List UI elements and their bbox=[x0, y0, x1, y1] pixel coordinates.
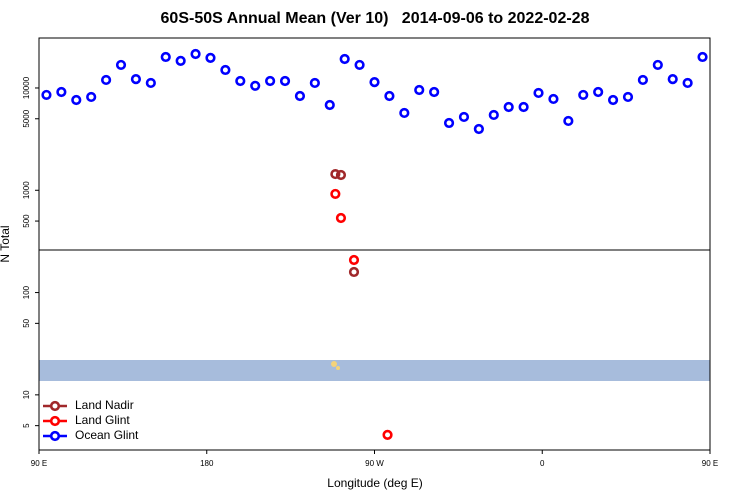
y-tick-label: 1000 bbox=[22, 181, 31, 199]
point bbox=[145, 77, 156, 89]
point bbox=[503, 101, 514, 113]
point bbox=[175, 55, 186, 66]
point bbox=[518, 101, 529, 113]
point bbox=[369, 77, 380, 88]
legend-label: Land Glint bbox=[75, 413, 130, 427]
point bbox=[330, 188, 341, 200]
point bbox=[335, 169, 347, 181]
x-tick-label: 90 E bbox=[702, 459, 718, 468]
point bbox=[384, 90, 395, 102]
x-tick-label: 90 E bbox=[31, 459, 47, 468]
y-tick-label: 50 bbox=[22, 318, 31, 327]
point bbox=[354, 59, 365, 71]
point bbox=[697, 51, 708, 63]
point bbox=[339, 53, 350, 65]
decoration bbox=[331, 361, 337, 367]
point bbox=[86, 91, 97, 103]
shaded-band bbox=[39, 360, 710, 381]
legend-marker bbox=[49, 400, 61, 412]
y-tick-label: 10 bbox=[22, 390, 31, 399]
point bbox=[563, 115, 574, 127]
point bbox=[190, 48, 201, 60]
point bbox=[637, 74, 649, 86]
point bbox=[473, 123, 484, 135]
point bbox=[622, 91, 634, 103]
point bbox=[414, 84, 425, 96]
point bbox=[160, 51, 171, 63]
point bbox=[488, 109, 499, 121]
point bbox=[330, 168, 341, 180]
point bbox=[309, 77, 320, 89]
point bbox=[548, 93, 559, 105]
y-tick-label: 5000 bbox=[22, 109, 31, 127]
point bbox=[533, 87, 544, 99]
point bbox=[578, 89, 589, 101]
point bbox=[115, 59, 127, 71]
y-tick-label: 10000 bbox=[22, 76, 31, 99]
point bbox=[335, 212, 347, 224]
point bbox=[399, 107, 410, 119]
x-tick-label: 90 W bbox=[365, 459, 384, 468]
legend-marker bbox=[49, 415, 61, 427]
point bbox=[220, 64, 231, 76]
point bbox=[205, 52, 216, 63]
chart-title: 60S-50S Annual Mean (Ver 10) 2014-09-06 … bbox=[161, 10, 590, 27]
x-axis-label: Longitude (deg E) bbox=[327, 476, 422, 490]
decoration bbox=[336, 366, 340, 370]
legend-label: Ocean Glint bbox=[75, 428, 139, 442]
y-tick-label: 100 bbox=[22, 285, 31, 299]
point bbox=[41, 89, 52, 101]
y-axis-label: N Total bbox=[0, 225, 12, 262]
legend-marker bbox=[49, 430, 61, 442]
x-tick-label: 0 bbox=[540, 459, 545, 468]
point bbox=[348, 266, 360, 278]
point bbox=[130, 74, 142, 85]
point bbox=[667, 74, 678, 85]
legend-label: Land Nadir bbox=[75, 398, 134, 412]
point bbox=[265, 75, 276, 87]
y-tick-label: 5 bbox=[22, 423, 31, 428]
y-tick-label: 500 bbox=[22, 214, 31, 228]
point bbox=[382, 429, 393, 440]
point bbox=[71, 94, 82, 106]
point bbox=[429, 86, 440, 98]
point bbox=[250, 80, 261, 91]
point bbox=[348, 254, 360, 266]
point bbox=[458, 111, 470, 123]
point bbox=[593, 86, 604, 98]
point bbox=[324, 99, 335, 111]
point bbox=[235, 75, 246, 87]
point bbox=[652, 59, 663, 71]
point bbox=[443, 117, 455, 129]
point bbox=[294, 90, 306, 102]
x-tick-label: 180 bbox=[200, 459, 214, 468]
point bbox=[279, 75, 291, 87]
point bbox=[607, 94, 619, 106]
point bbox=[56, 86, 67, 98]
point bbox=[100, 74, 112, 86]
point bbox=[682, 77, 693, 89]
